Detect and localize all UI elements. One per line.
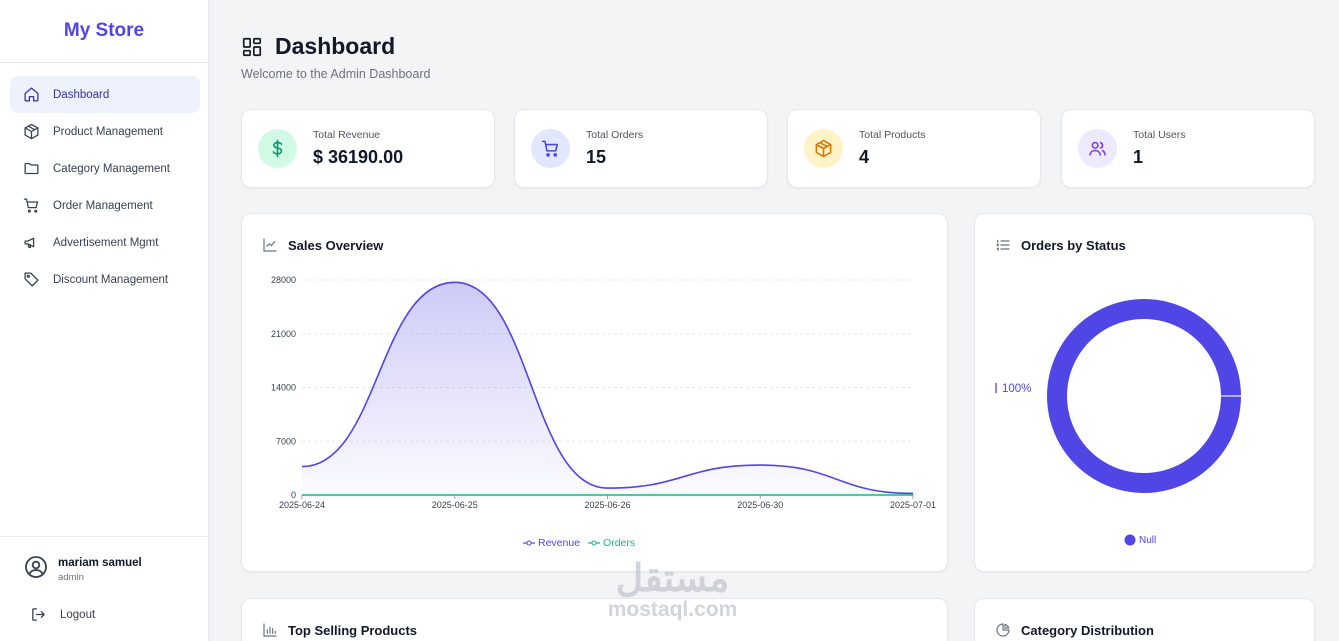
line-chart-icon [263,238,277,252]
sidebar-item-label: Dashboard [53,88,110,101]
bar-chart-icon [263,623,277,637]
folder-icon [22,160,40,178]
page-header: Dashboard [241,33,395,60]
stat-card-revenue: Total Revenue $ 36190.00 [241,109,495,188]
legend-label: Revenue [538,537,581,549]
x-tick-label: 2025-07-01 [890,500,936,510]
user-name: mariam samuel [58,556,142,569]
watermark: مستقل mostaql.com [590,560,755,622]
stat-value: $ 36190.00 [313,147,404,167]
sidebar-footer: mariam samuel admin Logout [0,536,208,641]
sidebar-item-label: Product Management [53,125,163,138]
stat-card-products: Total Products 4 [787,109,1041,188]
cart-icon [531,129,570,168]
stat-label: Total Products [859,129,926,141]
avatar [24,555,48,584]
orders-status-title: Orders by Status [1021,237,1126,253]
panel-title: Orders by Status [995,237,1126,253]
box-icon [804,129,843,168]
dollar-icon [258,129,297,168]
page-title: Dashboard [275,33,396,59]
sidebar-item-order-management[interactable]: Order Management [10,187,200,224]
sidebar-item-label: Order Management [53,199,153,212]
sidebar-item-category-management[interactable]: Category Management [10,150,200,187]
sales-overview-panel: Sales Overview 0 7000 14000 21000 28000 2025-… [241,213,948,572]
legend-label[interactable]: Null [1139,535,1156,546]
stat-card-users: Total Users 1 [1061,109,1315,188]
stat-card-orders: Total Orders 15 [514,109,768,188]
x-tick-label: 2025-06-24 [279,500,325,510]
sales-area-chart: 0 7000 14000 21000 28000 2025-06-24 2025-06-25… [271,275,936,510]
y-tick-label: 21000 [271,329,296,339]
sales-title: Sales Overview [288,237,384,253]
user-role: admin [58,571,84,583]
revenue-area [302,282,913,495]
sales-legend: Revenue Orders [523,537,643,549]
stat-label: Total Revenue [313,129,381,141]
panel-title: Category Distribution [995,622,1154,638]
sidebar-item-discount-management[interactable]: Discount Management [10,261,200,298]
y-tick-label: 0 [291,490,296,500]
stat-value: 1 [1133,147,1144,167]
revenue-line[interactable] [301,281,914,495]
pie-chart-icon [996,623,1010,637]
users-icon [1078,129,1117,168]
x-tick-label: 2025-06-25 [432,500,478,510]
y-tick-label: 28000 [271,275,296,285]
list-icon [996,239,1010,251]
sidebar-item-label: Category Management [53,162,170,175]
legend-orders[interactable]: Orders [588,537,635,549]
sidebar-nav: Dashboard Product Management Category Ma… [0,63,208,298]
sidebar-item-label: Discount Management [53,273,169,286]
stat-value: 15 [586,147,607,167]
category-distribution-panel: Category Distribution [974,598,1315,641]
tag-icon [22,271,40,289]
sidebar: My Store Dashboard Product Management Ca… [0,0,209,641]
sidebar-item-label: Advertisement Mgmt [53,236,159,249]
dashboard-grid-icon [242,37,262,56]
orders-status-donut-chart: 100% Null [995,299,1241,546]
home-icon [22,86,40,104]
box-icon [22,123,40,141]
megaphone-icon [22,234,40,252]
sidebar-item-dashboard[interactable]: Dashboard [10,76,200,113]
watermark-latin: mostaql.com [607,598,738,621]
y-tick-label: 7000 [276,436,296,446]
watermark-arabic: مستقل [615,558,730,600]
panel-title: Sales Overview [262,237,383,253]
x-tick-label: 2025-06-26 [584,500,630,510]
x-tick-label: 2025-06-30 [737,500,783,510]
sidebar-item-product-management[interactable]: Product Management [10,113,200,150]
legend-label: Orders [603,537,636,549]
top-selling-panel: Top Selling Products [241,598,948,641]
donut-slice[interactable] [1047,299,1241,493]
logout-icon [32,608,45,621]
logout-label: Logout [60,608,96,621]
brand-logo[interactable]: My Store [0,0,208,63]
user-profile[interactable]: mariam samuel admin [0,537,208,584]
stat-value: 4 [859,147,870,167]
logout-button[interactable]: Logout [0,584,208,623]
sidebar-item-advertisement[interactable]: Advertisement Mgmt [10,224,200,261]
y-tick-label: 14000 [271,383,296,393]
stat-label: Total Orders [586,129,644,141]
slice-data-label: 100% [1002,383,1031,395]
cart-icon [22,197,40,215]
orders-status-panel: Orders by Status 100% Null [974,213,1315,572]
legend-swatch [1124,534,1136,546]
panel-title: Top Selling Products [262,622,417,638]
legend-revenue[interactable]: Revenue [523,537,580,549]
category-dist-title: Category Distribution [1021,622,1154,638]
page-subtitle: Welcome to the Admin Dashboard [241,67,431,81]
stat-label: Total Users [1133,129,1186,141]
top-selling-title: Top Selling Products [288,622,418,638]
